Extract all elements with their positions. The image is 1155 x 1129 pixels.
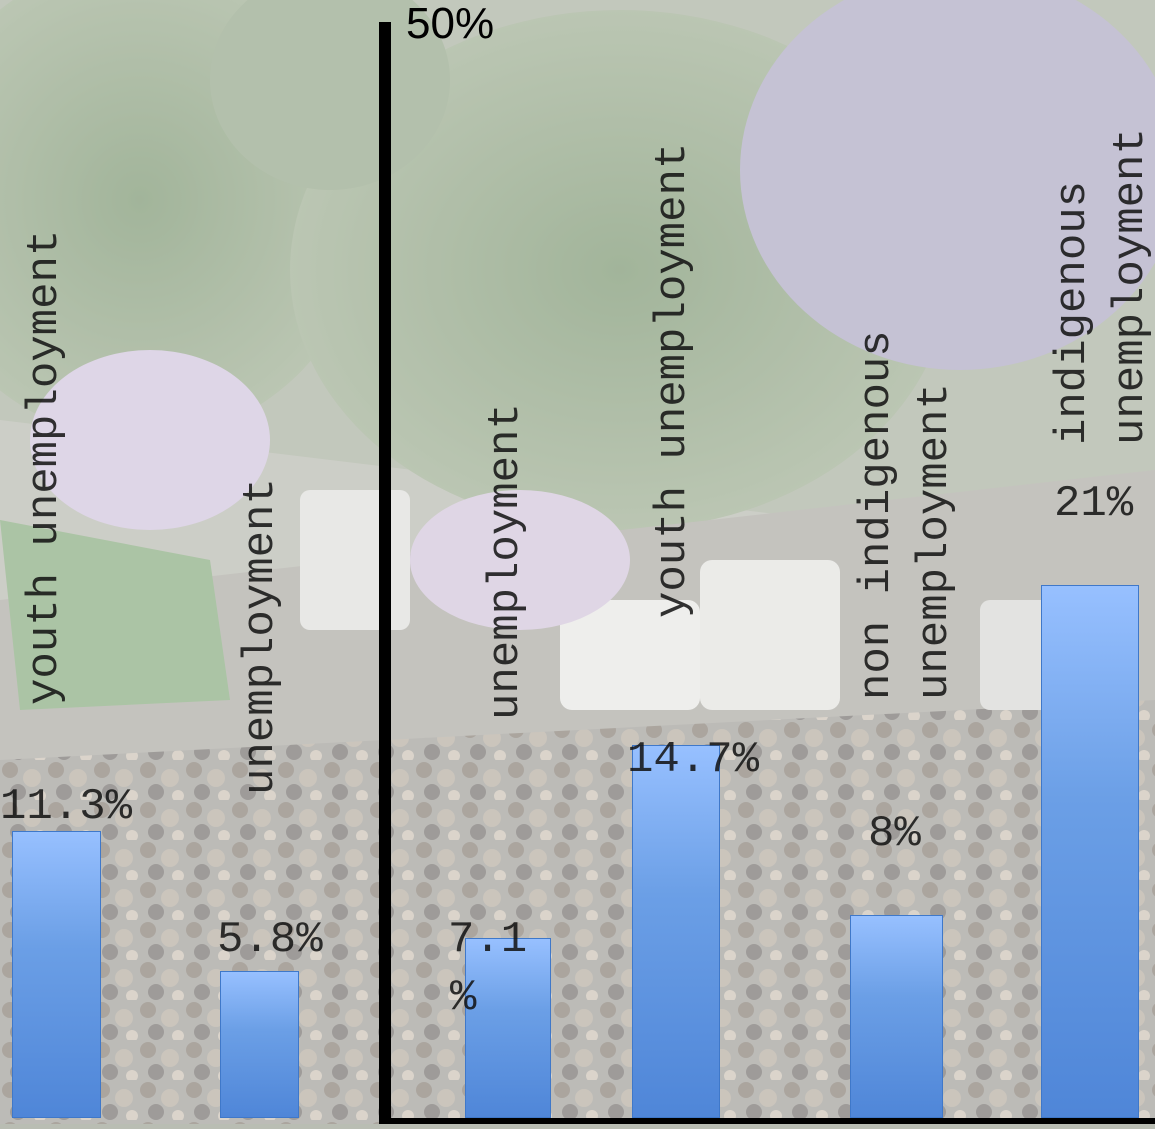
category-label-6-line-2: unemployment bbox=[1106, 128, 1155, 445]
bar-6 bbox=[1041, 584, 1139, 1118]
category-label-4-line-1: youth unemployment bbox=[648, 142, 698, 618]
category-label-4: youth unemployment bbox=[644, 143, 702, 618]
bar-2 bbox=[220, 970, 299, 1118]
category-label-1-line-1: youth unemployment bbox=[20, 229, 70, 705]
category-label-1: youth unemployment bbox=[16, 230, 74, 705]
category-label-3-line-1: unemployment bbox=[481, 403, 531, 720]
value-label-5: 8% bbox=[868, 809, 921, 859]
bar-5 bbox=[850, 914, 943, 1118]
category-label-6-line-1: indigenous bbox=[1048, 180, 1098, 445]
category-label-5: non indigenous unemployment bbox=[848, 330, 964, 700]
value-label-3: 7.1 bbox=[448, 915, 528, 965]
value-label-extra-3: % bbox=[450, 973, 477, 1023]
value-label-4: 14.7% bbox=[627, 735, 760, 785]
bar-3 bbox=[465, 937, 551, 1118]
category-label-5-line-2: unemployment bbox=[910, 383, 960, 700]
category-label-3: unemployment bbox=[477, 403, 535, 720]
y-axis-line bbox=[379, 22, 391, 1124]
category-label-5-line-1: non indigenous bbox=[852, 330, 902, 700]
category-label-6: indigenous unemployment bbox=[1044, 128, 1155, 445]
value-label-1: 11.3% bbox=[0, 782, 133, 832]
value-label-6: 21% bbox=[1054, 479, 1134, 529]
value-label-2: 5.8% bbox=[217, 915, 323, 965]
bar-1 bbox=[12, 830, 101, 1118]
category-label-2: unemployment bbox=[232, 478, 290, 795]
y-axis-max-label: 50% bbox=[406, 0, 495, 48]
category-label-2-line-1: unemployment bbox=[236, 478, 286, 795]
bar-4 bbox=[632, 744, 720, 1118]
x-axis-baseline bbox=[391, 1118, 1155, 1124]
